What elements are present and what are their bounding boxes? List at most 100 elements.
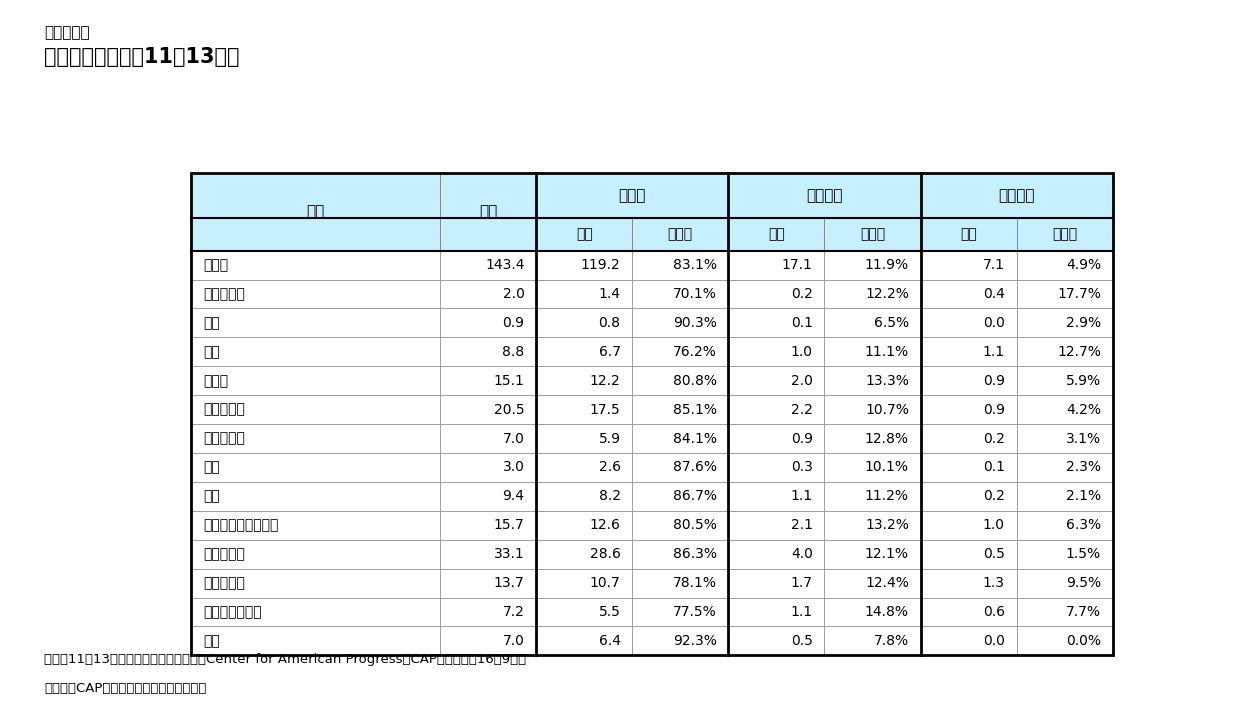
Text: 農林水産業: 農林水産業	[203, 287, 245, 301]
Bar	[728, 173, 921, 218]
Bar	[921, 337, 1016, 366]
Text: 14.8%: 14.8%	[864, 605, 908, 619]
Text: 0.5: 0.5	[982, 547, 1005, 561]
Text: 1.4: 1.4	[599, 287, 620, 301]
Bar	[824, 511, 921, 540]
Bar	[633, 308, 728, 337]
Bar	[536, 453, 633, 482]
Bar	[728, 251, 824, 279]
Bar	[440, 482, 536, 511]
Bar	[440, 627, 536, 656]
Text: 33.1: 33.1	[493, 547, 525, 561]
Bar	[824, 453, 921, 482]
Text: 80.5%: 80.5%	[673, 518, 717, 532]
Bar	[440, 395, 536, 424]
Text: 12.8%: 12.8%	[864, 432, 908, 445]
Bar	[824, 482, 921, 511]
Bar	[824, 627, 921, 656]
Text: 人数: 人数	[576, 227, 593, 242]
Text: 80.8%: 80.8%	[673, 374, 717, 388]
Text: 6.7: 6.7	[599, 345, 620, 359]
Text: 86.7%: 86.7%	[673, 490, 717, 503]
Bar	[191, 540, 440, 569]
Bar	[191, 424, 440, 453]
Bar	[921, 173, 1113, 218]
Text: 1.0: 1.0	[982, 518, 1005, 532]
Bar	[633, 337, 728, 366]
Text: 15.7: 15.7	[493, 518, 525, 532]
Bar	[921, 540, 1016, 569]
Bar	[824, 569, 921, 598]
Bar	[824, 366, 921, 395]
Bar	[536, 540, 633, 569]
Bar	[728, 569, 824, 598]
Bar	[536, 337, 633, 366]
Bar	[824, 308, 921, 337]
Bar	[536, 251, 633, 279]
Text: 娯楽・宿泊: 娯楽・宿泊	[203, 576, 245, 590]
Text: 17.1: 17.1	[782, 258, 813, 272]
Text: 6.3%: 6.3%	[1066, 518, 1101, 532]
Bar	[1016, 511, 1113, 540]
Bar	[633, 453, 728, 482]
Text: 28.6: 28.6	[590, 547, 620, 561]
Bar	[536, 366, 633, 395]
Bar	[824, 279, 921, 308]
Text: 0.6: 0.6	[982, 605, 1005, 619]
Text: 13.7: 13.7	[493, 576, 525, 590]
Text: 7.8%: 7.8%	[874, 634, 908, 648]
Text: 4.2%: 4.2%	[1066, 403, 1101, 417]
Bar	[1016, 424, 1113, 453]
Text: 12.2%: 12.2%	[866, 287, 908, 301]
Bar	[191, 173, 1113, 656]
Text: 7.2: 7.2	[503, 605, 525, 619]
Text: （図表７）: （図表７）	[44, 25, 89, 40]
Text: 2.0: 2.0	[503, 287, 525, 301]
Bar	[1016, 453, 1113, 482]
Bar	[921, 482, 1016, 511]
Text: 15.1: 15.1	[493, 374, 525, 388]
Bar	[633, 424, 728, 453]
Bar	[728, 424, 824, 453]
Bar	[633, 218, 728, 251]
Text: 12.4%: 12.4%	[866, 576, 908, 590]
Text: 12.6: 12.6	[590, 518, 620, 532]
Text: 0.5: 0.5	[791, 634, 813, 648]
Text: 119.2: 119.2	[581, 258, 620, 272]
Text: 0.1: 0.1	[982, 461, 1005, 474]
Bar	[440, 366, 536, 395]
Text: 12.1%: 12.1%	[864, 547, 908, 561]
Bar	[921, 251, 1016, 279]
Text: 4.9%: 4.9%	[1066, 258, 1101, 272]
Bar	[440, 569, 536, 598]
Bar	[440, 308, 536, 337]
Text: 8.2: 8.2	[599, 490, 620, 503]
Text: 0.1: 0.1	[791, 316, 813, 330]
Bar	[728, 482, 824, 511]
Bar	[1016, 395, 1113, 424]
Bar	[1016, 366, 1113, 395]
Bar	[440, 540, 536, 569]
Text: 10.1%: 10.1%	[864, 461, 908, 474]
Text: 人数: 人数	[769, 227, 785, 242]
Bar	[536, 424, 633, 453]
Bar	[824, 540, 921, 569]
Text: 143.4: 143.4	[486, 258, 525, 272]
Bar	[1016, 337, 1113, 366]
Bar	[1016, 627, 1113, 656]
Text: 1.3: 1.3	[982, 576, 1005, 590]
Text: 77.5%: 77.5%	[673, 605, 717, 619]
Text: （注）11～13年の平均、人数は百万人。Center for American Progress（CAP）が試算（16年9月）: （注）11～13年の平均、人数は百万人。Center for American …	[44, 653, 526, 666]
Bar	[440, 424, 536, 453]
Bar	[633, 251, 728, 279]
Text: 2.9%: 2.9%	[1066, 316, 1101, 330]
Text: 13.2%: 13.2%	[866, 518, 908, 532]
Text: 0.0%: 0.0%	[1066, 634, 1101, 648]
Text: 92.3%: 92.3%	[673, 634, 717, 648]
Text: 17.7%: 17.7%	[1057, 287, 1101, 301]
Text: 87.6%: 87.6%	[673, 461, 717, 474]
Bar	[633, 598, 728, 627]
Text: 2.0: 2.0	[791, 374, 813, 388]
Text: 9.4: 9.4	[502, 490, 525, 503]
Bar	[824, 424, 921, 453]
